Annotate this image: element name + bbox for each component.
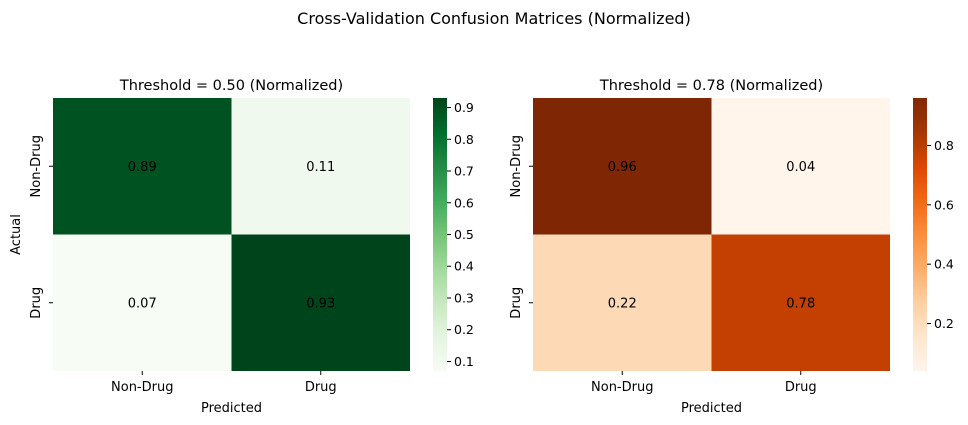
figure-suptitle: Cross-Validation Confusion Matrices (Nor…: [297, 9, 691, 28]
colorbar-tick-label: 0.8: [454, 132, 474, 147]
x-axis-label: Predicted: [201, 401, 262, 416]
panel-title: Threshold = 0.78 (Normalized): [599, 78, 823, 94]
colorbar-tick-label: 0.8: [934, 138, 954, 153]
colorbar: [433, 98, 447, 371]
colorbar-tick-label: 0.2: [934, 316, 954, 331]
heatmap-cell: [231, 234, 410, 371]
colorbar-tick-label: 0.3: [454, 290, 474, 305]
y-tick-label: Drug: [29, 287, 44, 319]
colorbar-tick-label: 0.6: [934, 197, 954, 212]
x-tick-label: Non-Drug: [591, 380, 653, 395]
colorbar-tick-label: 0.7: [454, 164, 474, 179]
colorbar: [913, 98, 927, 371]
cell-value-label: 0.93: [306, 296, 335, 311]
y-tick-label: Drug: [509, 287, 524, 319]
y-tick-label: Non-Drug: [509, 135, 524, 197]
colorbar-tick-label: 0.6: [454, 195, 474, 210]
colorbar-tick-label: 0.2: [454, 322, 474, 337]
heatmap-cell: [231, 98, 410, 235]
cell-value-label: 0.04: [786, 160, 815, 175]
colorbar-tick-label: 0.4: [454, 259, 474, 274]
y-axis-label: Actual: [9, 214, 24, 255]
heatmap-cell: [533, 234, 712, 371]
x-tick-label: Non-Drug: [111, 380, 173, 395]
panel-title: Threshold = 0.50 (Normalized): [119, 78, 343, 94]
x-tick-label: Drug: [305, 380, 337, 395]
x-axis-label: Predicted: [681, 401, 742, 416]
heatmap-cell: [711, 98, 890, 235]
cell-value-label: 0.11: [306, 160, 335, 175]
x-tick-label: Drug: [785, 380, 817, 395]
heatmap-panels: Threshold = 0.50 (Normalized) 0.89 0.11 0.0…: [9, 78, 954, 416]
cell-value-label: 0.07: [128, 296, 157, 311]
heatmap-cell: [533, 98, 712, 235]
y-tick-label: Non-Drug: [29, 135, 44, 197]
cell-value-label: 0.78: [786, 296, 815, 311]
cell-value-label: 0.96: [608, 160, 637, 175]
cell-value-label: 0.22: [608, 296, 637, 311]
heatmap-cell: [53, 98, 232, 235]
cell-value-label: 0.89: [128, 160, 157, 175]
colorbar-tick-label: 0.1: [454, 354, 474, 369]
colorbar-tick-label: 0.5: [454, 227, 474, 242]
heatmap-cell: [711, 234, 890, 371]
heatmap-cell: [53, 234, 232, 371]
colorbar-tick-label: 0.9: [454, 100, 474, 115]
colorbar-tick-label: 0.4: [934, 257, 954, 272]
